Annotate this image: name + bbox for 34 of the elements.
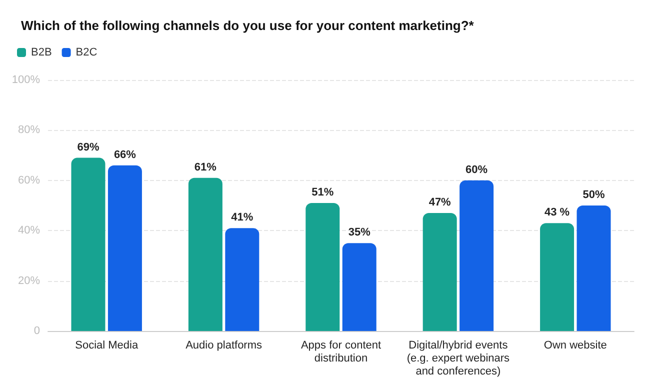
data-label: 51% — [312, 186, 334, 198]
data-label: 41% — [231, 212, 254, 224]
bar — [422, 213, 457, 331]
x-tick-label: Own website — [544, 340, 607, 352]
y-tick-label: 60% — [18, 174, 40, 186]
data-label: 43 % — [544, 206, 570, 219]
y-tick-label: 40% — [18, 224, 40, 237]
legend-label: B2B — [31, 46, 52, 58]
bar — [71, 158, 106, 331]
bar — [108, 165, 142, 331]
y-tick-label: 100% — [12, 74, 40, 86]
bar — [342, 243, 376, 331]
data-label: 35% — [348, 226, 371, 239]
y-tick-label: 0 — [34, 325, 40, 337]
x-tick-label: Audio platforms — [186, 340, 263, 352]
bar — [225, 228, 260, 331]
data-label: 69% — [77, 141, 100, 154]
bar — [306, 202, 340, 331]
x-tick-label: Digital/hybrid events (e.g. expert webinars and conferences) — [406, 340, 510, 378]
chart-title: Which of the following channels do you use for your content marketing?* — [21, 18, 475, 33]
bar — [460, 180, 494, 331]
x-tick-label: Apps for content distribution — [300, 340, 382, 364]
y-tick-label: 80% — [18, 124, 40, 136]
data-label: 50% — [582, 189, 605, 201]
x-tick-label: Social Media — [75, 340, 139, 352]
bar — [540, 223, 574, 331]
bar — [576, 206, 611, 331]
data-label: 66% — [114, 148, 136, 161]
legend-label: B2C — [76, 46, 98, 58]
data-label: 61% — [194, 161, 217, 174]
data-label: 47% — [428, 196, 452, 209]
y-tick-label: 20% — [18, 274, 40, 287]
bar — [188, 178, 222, 331]
data-label: 60% — [466, 164, 488, 176]
